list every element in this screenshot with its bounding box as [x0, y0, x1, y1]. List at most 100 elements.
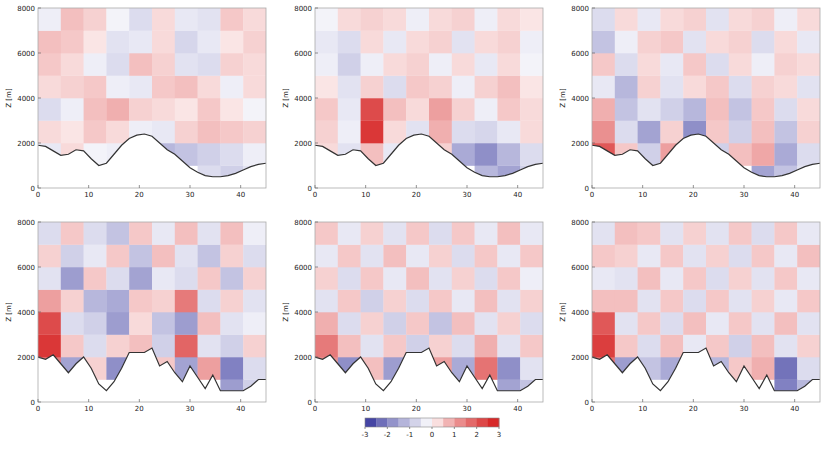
cell [638, 222, 661, 245]
cell [152, 290, 175, 313]
cell [429, 267, 452, 290]
y-tick-label: 2000 [294, 140, 312, 148]
cell [383, 312, 406, 335]
cell [61, 222, 84, 245]
cell [175, 290, 198, 313]
cell [475, 121, 498, 144]
cell [315, 222, 338, 245]
cell [752, 245, 775, 268]
cell [338, 267, 361, 290]
cell [497, 31, 520, 54]
cell [660, 245, 683, 268]
panel: 01020304002000400060008000Z [m] [559, 5, 820, 200]
cell [520, 121, 543, 144]
cell [243, 8, 266, 31]
cell [315, 121, 338, 144]
y-axis-title: Z [m] [559, 88, 567, 108]
y-tick-label: 2000 [17, 354, 35, 362]
y-tick-label: 2000 [571, 140, 589, 148]
cell [38, 76, 61, 99]
x-tick [139, 185, 140, 188]
cell [520, 222, 543, 245]
cell [706, 98, 729, 121]
cell [84, 31, 107, 54]
cell [406, 8, 429, 31]
colorbar-segment [399, 418, 410, 427]
colorbar-segment [365, 418, 376, 427]
cell [638, 267, 661, 290]
cell [706, 222, 729, 245]
x-tick-label: 40 [790, 191, 799, 199]
cell [361, 312, 384, 335]
y-tick [38, 53, 41, 54]
cell [638, 335, 661, 358]
y-tick-label: 6000 [571, 50, 589, 58]
cell [175, 98, 198, 121]
y-tick [38, 312, 41, 313]
y-tick-label: 4000 [294, 95, 312, 103]
cell [361, 222, 384, 245]
colorbar-segment [488, 418, 499, 427]
x-tick [88, 399, 89, 402]
terrain-line [315, 348, 543, 391]
cell [774, 76, 797, 99]
colorbar-tick-label: 2 [474, 431, 478, 439]
cell [729, 312, 752, 335]
cell [383, 222, 406, 245]
cell [615, 31, 638, 54]
cell [315, 312, 338, 335]
cell [243, 53, 266, 76]
cell [497, 53, 520, 76]
cell [383, 31, 406, 54]
terrain-fill [38, 348, 266, 402]
cell [797, 76, 820, 99]
cell [797, 290, 820, 313]
cell [361, 245, 384, 268]
cell [220, 267, 243, 290]
cell [497, 267, 520, 290]
terrain-fill [38, 134, 266, 188]
cell [706, 335, 729, 358]
cell [84, 76, 107, 99]
panel: 01020304002000400060008000Z [m] [559, 219, 820, 414]
cell [752, 76, 775, 99]
cell [152, 98, 175, 121]
cell [406, 31, 429, 54]
terrain-line [592, 348, 820, 391]
terrain-fill [315, 134, 543, 188]
cell [452, 245, 475, 268]
cell [752, 143, 775, 166]
cell [774, 53, 797, 76]
colorbar-tick-label: -3 [362, 431, 369, 439]
cell [706, 245, 729, 268]
y-tick [592, 53, 595, 54]
y-tick-label: 2000 [571, 354, 589, 362]
cell [797, 245, 820, 268]
cell [475, 357, 498, 380]
cell [383, 53, 406, 76]
cell [220, 222, 243, 245]
cell [797, 335, 820, 358]
cell [429, 8, 452, 31]
cell [198, 245, 221, 268]
cell [106, 335, 129, 358]
cell [406, 98, 429, 121]
cell [729, 245, 752, 268]
x-tick-label: 40 [513, 405, 522, 413]
cell [452, 76, 475, 99]
cell [129, 267, 152, 290]
cell [729, 121, 752, 144]
frame [315, 8, 543, 188]
cell [429, 222, 452, 245]
cell [638, 53, 661, 76]
cell [429, 76, 452, 99]
cell [683, 31, 706, 54]
y-tick [315, 312, 318, 313]
cell [520, 312, 543, 335]
x-tick-label: 10 [361, 405, 370, 413]
cell [198, 312, 221, 335]
cell [683, 8, 706, 31]
y-tick-label: 8000 [294, 5, 312, 13]
cell [61, 98, 84, 121]
cell [660, 53, 683, 76]
